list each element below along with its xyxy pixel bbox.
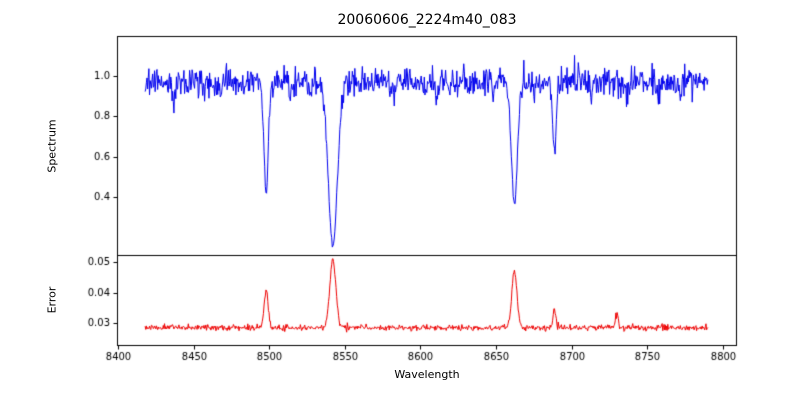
chart-title: 20060606_2224m40_083 [337, 12, 517, 28]
y-axis-label-spectrum: Spectrum [45, 119, 59, 173]
y-axis-label-error: Error [45, 286, 59, 314]
x-axis-label: Wavelength [394, 368, 460, 381]
